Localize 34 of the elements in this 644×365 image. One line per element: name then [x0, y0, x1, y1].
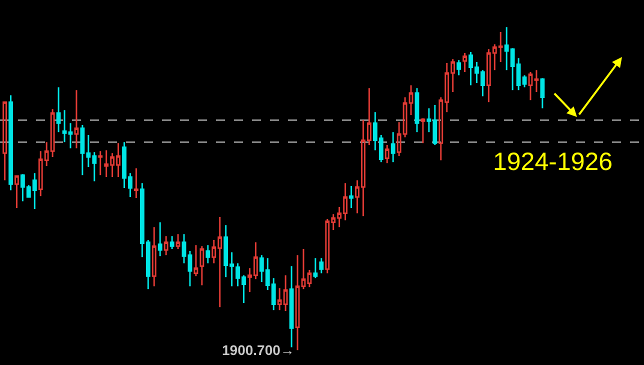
- candlestick: [74, 89, 79, 150]
- candlestick: [462, 52, 467, 73]
- candlestick: [176, 233, 180, 250]
- candlestick: [134, 168, 138, 199]
- candlestick: [534, 69, 539, 93]
- candlestick: [62, 109, 67, 143]
- candlestick: [349, 185, 354, 209]
- annotation: 1924-1926: [493, 148, 613, 176]
- candlestick: [206, 244, 210, 264]
- candlestick: [56, 86, 61, 133]
- candlestick: [528, 71, 533, 101]
- candlestick: [414, 87, 420, 133]
- candlestick: [200, 245, 204, 286]
- candlestick: [313, 257, 318, 279]
- candlestick: [8, 94, 13, 191]
- candlestick: [98, 150, 103, 176]
- candlestick: [164, 235, 168, 256]
- candlestick: [540, 77, 545, 109]
- candlestick: [295, 254, 300, 351]
- candlestick: [182, 233, 186, 264]
- candlestick: [152, 226, 156, 287]
- candlestick: [390, 131, 396, 163]
- candlestick: [158, 221, 162, 257]
- candlestick: [384, 144, 390, 164]
- candlestick: [194, 244, 198, 277]
- candlestick: [2, 101, 7, 181]
- candlestick: [68, 122, 73, 150]
- candlestick: [420, 117, 426, 144]
- candlestick: [14, 175, 19, 209]
- candlestick: [456, 59, 462, 76]
- candlestick: [188, 250, 192, 287]
- annotation: 1900.700→: [222, 342, 294, 358]
- candlestick: [319, 257, 324, 274]
- candlestick: [170, 235, 174, 250]
